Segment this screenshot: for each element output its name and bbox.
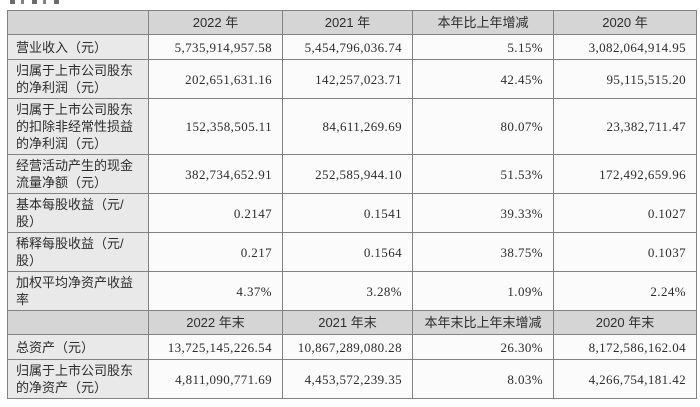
table-row-net-assets: 归属于上市公司股东的净资产（元） 4,811,090,771.69 4,453,… <box>7 359 697 399</box>
table-row-operating-cash-flow: 经营活动产生的现金流量净额（元） 382,734,652.91 252,585,… <box>7 154 697 194</box>
value-cell-2021: 5,454,796,036.74 <box>282 34 413 60</box>
row-label: 归属于上市公司股东的扣除非经常性损益的净利润（元） <box>7 98 149 155</box>
value-cell-2020: 4,266,754,181.42 <box>553 359 697 399</box>
table-row-weighted-avg-roe: 加权平均净资产收益率 4.37% 3.28% 1.09% 2.24% <box>7 271 697 311</box>
value-cell-2022: 4.37% <box>148 271 283 311</box>
value-cell-2021: 10,867,289,080.28 <box>282 334 413 360</box>
table-row-net-profit: 归属于上市公司股东的净利润（元） 202,651,631.16 142,257,… <box>7 59 697 99</box>
value-cell-2020: 23,382,711.47 <box>553 98 697 155</box>
header-cell-empty <box>7 10 149 35</box>
header-cell-2020: 2020 年 <box>553 10 697 35</box>
header-cell-2021: 2021 年 <box>282 10 413 35</box>
table-row-diluted-eps: 稀释每股收益（元/股） 0.217 0.1564 38.75% 0.1037 <box>7 232 697 272</box>
clipped-text-fragment <box>10 0 62 4</box>
value-cell-change: 80.07% <box>412 98 554 155</box>
table-header-row-year-end: 2022 年末 2021 年末 本年末比上年末增减 2020 年末 <box>7 310 697 335</box>
value-cell-2022: 0.2147 <box>148 193 283 233</box>
value-cell-2021: 84,611,269.69 <box>282 98 413 155</box>
value-cell-change: 1.09% <box>412 271 554 311</box>
value-cell-2021: 142,257,023.71 <box>282 59 413 99</box>
value-cell-2022: 382,734,652.91 <box>148 154 283 194</box>
financial-summary-table: 2022 年 2021 年 本年比上年增减 2020 年 营业收入（元） 5,7… <box>7 10 697 399</box>
value-cell-change: 26.30% <box>412 334 554 360</box>
table-row-basic-eps: 基本每股收益（元/股） 0.2147 0.1541 39.33% 0.1027 <box>7 193 697 233</box>
value-cell-2021: 0.1564 <box>282 232 413 272</box>
header-cell-change: 本年比上年增减 <box>412 10 554 35</box>
header-cell-2022-end: 2022 年末 <box>148 310 283 335</box>
value-cell-2020: 3,082,064,914.95 <box>553 34 697 60</box>
table-row-total-assets: 总资产（元） 13,725,145,226.54 10,867,289,080.… <box>7 334 697 360</box>
header-cell-change-end: 本年末比上年末增减 <box>412 310 554 335</box>
value-cell-change: 42.45% <box>412 59 554 99</box>
value-cell-2020: 2.24% <box>553 271 697 311</box>
table-row-deducted-net-profit: 归属于上市公司股东的扣除非经常性损益的净利润（元） 152,358,505.11… <box>7 98 697 155</box>
table-row-revenue: 营业收入（元） 5,735,914,957.58 5,454,796,036.7… <box>7 34 697 60</box>
row-label: 稀释每股收益（元/股） <box>7 232 149 272</box>
value-cell-2020: 95,115,515.20 <box>553 59 697 99</box>
value-cell-2020: 8,172,586,162.04 <box>553 334 697 360</box>
value-cell-2020: 0.1037 <box>553 232 697 272</box>
value-cell-2020: 0.1027 <box>553 193 697 233</box>
header-cell-empty <box>7 310 149 335</box>
value-cell-change: 8.03% <box>412 359 554 399</box>
value-cell-change: 38.75% <box>412 232 554 272</box>
value-cell-2022: 4,811,090,771.69 <box>148 359 283 399</box>
row-label: 归属于上市公司股东的净资产（元） <box>7 359 149 399</box>
value-cell-2020: 172,492,659.96 <box>553 154 697 194</box>
header-cell-2021-end: 2021 年末 <box>282 310 413 335</box>
value-cell-change: 51.53% <box>412 154 554 194</box>
value-cell-2021: 0.1541 <box>282 193 413 233</box>
value-cell-2022: 5,735,914,957.58 <box>148 34 283 60</box>
row-label: 总资产（元） <box>7 334 149 360</box>
table-header-row-year: 2022 年 2021 年 本年比上年增减 2020 年 <box>7 10 697 35</box>
header-cell-2020-end: 2020 年末 <box>553 310 697 335</box>
value-cell-2021: 252,585,944.10 <box>282 154 413 194</box>
header-cell-2022: 2022 年 <box>148 10 283 35</box>
row-label: 基本每股收益（元/股） <box>7 193 149 233</box>
value-cell-2021: 3.28% <box>282 271 413 311</box>
value-cell-change: 39.33% <box>412 193 554 233</box>
value-cell-2022: 13,725,145,226.54 <box>148 334 283 360</box>
value-cell-2022: 202,651,631.16 <box>148 59 283 99</box>
row-label: 加权平均净资产收益率 <box>7 271 149 311</box>
row-label: 营业收入（元） <box>7 34 149 60</box>
value-cell-change: 5.15% <box>412 34 554 60</box>
value-cell-2021: 4,453,572,239.35 <box>282 359 413 399</box>
row-label: 归属于上市公司股东的净利润（元） <box>7 59 149 99</box>
value-cell-2022: 0.217 <box>148 232 283 272</box>
value-cell-2022: 152,358,505.11 <box>148 98 283 155</box>
row-label: 经营活动产生的现金流量净额（元） <box>7 154 149 194</box>
